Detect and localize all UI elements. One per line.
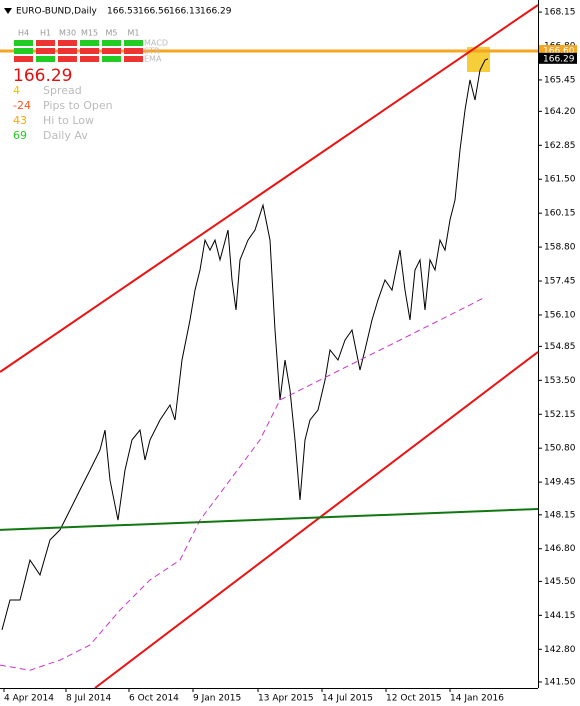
stat-value: 4 xyxy=(13,84,20,97)
y-tick-label: 165.45 xyxy=(544,75,576,85)
signal-cell xyxy=(80,40,99,46)
price-label: 166.60 xyxy=(543,47,575,57)
signal-cell xyxy=(124,48,143,54)
price-label-box xyxy=(539,52,577,64)
series-line xyxy=(1,58,489,631)
stat-label: Daily Av xyxy=(43,129,88,142)
series-line xyxy=(0,296,486,671)
x-tick-label: 8 Jul 2014 xyxy=(66,694,111,704)
x-tick-label: 6 Oct 2014 xyxy=(129,694,179,704)
signal-cell xyxy=(80,56,99,62)
ohlc: 166.29 xyxy=(200,7,232,17)
y-tick-label: 142.80 xyxy=(544,645,576,655)
timeframe: M1 xyxy=(128,29,140,38)
symbol: EURO-BUND,Daily xyxy=(16,7,98,17)
signal-cell xyxy=(58,48,77,54)
stat-value: -24 xyxy=(13,99,31,112)
y-tick-label: 149.45 xyxy=(544,478,576,488)
y-tick-label: 156.10 xyxy=(544,310,576,320)
timeframe: M15 xyxy=(81,29,98,38)
indicator-label: EMA xyxy=(144,55,162,64)
menu-arrow xyxy=(4,8,12,14)
timeframe: M30 xyxy=(59,29,76,38)
signal-cell xyxy=(102,48,121,54)
y-tick-label: 152.15 xyxy=(544,410,576,420)
signal-cell xyxy=(36,48,55,54)
signal-cell xyxy=(80,48,99,54)
series-line xyxy=(0,508,539,531)
x-tick-label: 12 Oct 2015 xyxy=(386,694,442,704)
x-tick-label: 9 Jan 2015 xyxy=(193,694,241,704)
y-tick-label: 148.15 xyxy=(544,510,576,520)
signal-cell xyxy=(14,40,33,46)
y-tick-label: 144.15 xyxy=(544,611,576,621)
stat-label: Pips to Open xyxy=(43,99,113,112)
stat-label: Spread xyxy=(43,84,82,97)
signal-cell xyxy=(14,48,33,54)
y-tick-label: 153.50 xyxy=(544,376,576,386)
stat-label: Hi to Low xyxy=(43,114,94,127)
y-tick-label: 150.80 xyxy=(544,444,576,454)
signal-cell xyxy=(102,56,121,62)
y-tick-label: 154.85 xyxy=(544,342,576,352)
highlight-box xyxy=(467,47,490,72)
signal-cell xyxy=(102,40,121,46)
y-tick-label: 146.80 xyxy=(544,544,576,554)
indicator-label: MACD xyxy=(144,39,168,48)
stat-value: 69 xyxy=(13,129,27,142)
price-label: 166.29 xyxy=(543,54,575,64)
series-line xyxy=(0,4,539,373)
signal-cell xyxy=(124,40,143,46)
signal-cell xyxy=(36,56,55,62)
ohlc: 166.56 xyxy=(138,7,170,17)
signal-cell xyxy=(58,40,77,46)
timeframe: H4 xyxy=(18,29,29,38)
x-tick-label: 13 Apr 2015 xyxy=(258,694,314,704)
price-label-box xyxy=(539,45,577,57)
ohlc: 166.13 xyxy=(169,7,201,17)
ohlc: 166.53 xyxy=(107,7,139,17)
x-tick-label: 14 Jan 2016 xyxy=(450,694,504,704)
y-tick-label: 145.50 xyxy=(544,577,576,587)
x-tick-label: 4 Apr 2014 xyxy=(4,694,54,704)
signal-cell xyxy=(58,56,77,62)
y-tick-label: 160.15 xyxy=(544,209,576,219)
indicator-label: STR xyxy=(144,47,160,56)
stat-value: 43 xyxy=(13,114,27,127)
signal-cell xyxy=(124,56,143,62)
current-price: 166.29 xyxy=(13,66,72,86)
y-tick-label: 158.80 xyxy=(544,243,576,253)
x-tick-label: 14 Jul 2015 xyxy=(322,694,373,704)
timeframe: M5 xyxy=(106,29,118,38)
signal-cell xyxy=(14,56,33,62)
timeframe: H1 xyxy=(40,29,51,38)
y-tick-label: 164.20 xyxy=(544,107,576,117)
series-line xyxy=(94,351,539,689)
signal-cell xyxy=(36,40,55,46)
y-tick-label: 157.45 xyxy=(544,277,576,287)
y-tick-label: 168.15 xyxy=(544,8,576,18)
y-tick-label: 161.50 xyxy=(544,175,576,185)
y-tick-label: 162.85 xyxy=(544,141,576,151)
y-tick-label: 141.50 xyxy=(544,677,576,687)
